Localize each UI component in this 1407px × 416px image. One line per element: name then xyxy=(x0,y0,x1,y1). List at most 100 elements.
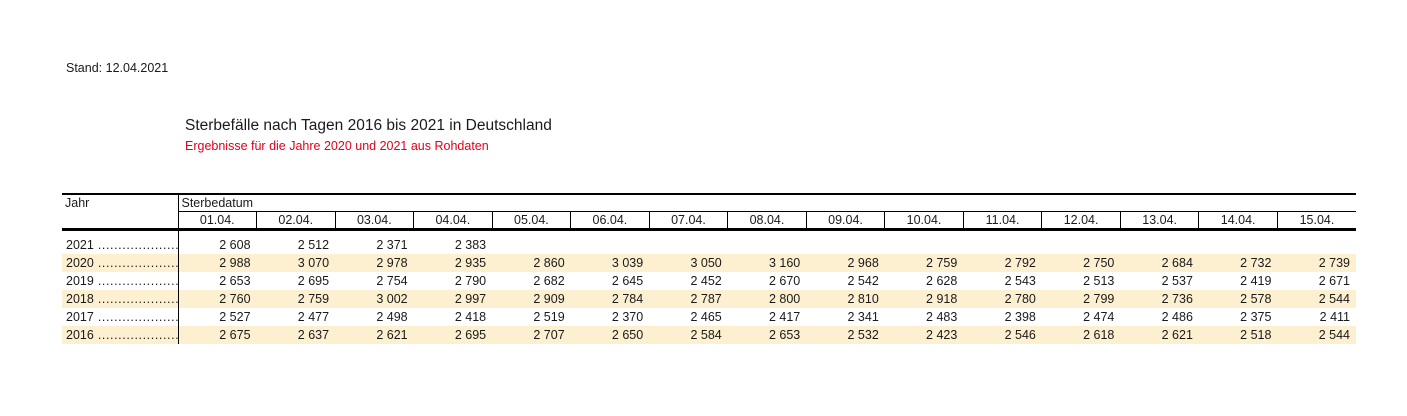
value-cell: 2 618 xyxy=(1083,328,1115,342)
value-cell: 2 544 xyxy=(1318,292,1350,306)
value-cell: 2 578 xyxy=(1240,292,1272,306)
value-cell: 2 650 xyxy=(611,328,644,342)
value-cell xyxy=(1199,236,1278,254)
year-cell: 2016.................... xyxy=(62,326,179,344)
value-cell: 2 790 xyxy=(454,274,487,288)
table-header: Jahr Sterbedatum 01.04. 02.04. 03.04. 04.04… xyxy=(62,194,1356,231)
value-cell: 2 423 xyxy=(926,328,958,342)
value-cell: 2 465 xyxy=(690,310,722,324)
table-row-2020: 2020.................... 2 988 3 070 2 978 2… xyxy=(62,254,1356,272)
value-cell: 3 039 xyxy=(611,256,644,270)
value-cell: 2 918 xyxy=(926,292,958,306)
value-cell: 2 988 xyxy=(219,256,251,270)
value-cell: 2 997 xyxy=(454,292,487,306)
value-cell: 2 800 xyxy=(768,292,801,306)
value-cell: 2 417 xyxy=(768,310,801,324)
value-cell: 2 527 xyxy=(219,310,251,324)
leader-dots: .................... xyxy=(97,292,178,306)
value-cell: 2 754 xyxy=(376,274,408,288)
date-column-header: 10.04. xyxy=(884,211,964,231)
value-cell: 2 653 xyxy=(768,328,801,342)
value-cell: 3 050 xyxy=(690,256,722,270)
value-cell: 2 682 xyxy=(533,274,565,288)
value-cell: 2 341 xyxy=(847,310,879,324)
table-body: 2021.................... 2 608 2 512 2 371 2… xyxy=(62,229,1356,344)
date-column-header: 15.04. xyxy=(1277,211,1356,231)
value-cell xyxy=(649,236,728,254)
value-cell: 2 546 xyxy=(1004,328,1036,342)
value-cell: 2 419 xyxy=(1240,274,1272,288)
year-label: 2021 xyxy=(66,238,94,252)
value-cell: 2 544 xyxy=(1318,328,1350,342)
value-cell: 2 935 xyxy=(454,256,487,270)
year-cell: 2017.................... xyxy=(62,308,179,326)
date-column-header: 09.04. xyxy=(806,211,886,231)
value-cell: 2 513 xyxy=(1083,274,1115,288)
value-cell xyxy=(492,236,571,254)
date-header-row: 01.04. 02.04. 03.04. 04.04. 05.04. 06.04. 07.0… xyxy=(62,211,1356,231)
leader-dots: .................... xyxy=(97,328,178,342)
value-cell: 2 383 xyxy=(454,238,487,252)
page-subtitle: Ergebnisse für die Jahre 2020 und 2021 a… xyxy=(185,139,489,153)
year-cell: 2021.................... xyxy=(62,236,179,254)
value-cell: 2 759 xyxy=(297,292,330,306)
table-row-2019: 2019.................... 2 653 2 695 2 754 2… xyxy=(62,272,1356,290)
spacer-cell xyxy=(62,229,179,236)
value-cell: 2 695 xyxy=(454,328,487,342)
value-cell: 2 787 xyxy=(690,292,722,306)
spacer-cell xyxy=(178,229,1356,236)
value-cell: 2 370 xyxy=(611,310,644,324)
value-cell: 2 452 xyxy=(690,274,722,288)
date-column-header: 08.04. xyxy=(727,211,807,231)
value-cell: 2 707 xyxy=(533,328,565,342)
value-cell: 2 477 xyxy=(297,310,330,324)
date-column-header: 03.04. xyxy=(335,211,415,231)
date-column-header: 05.04. xyxy=(492,211,572,231)
year-cell: 2020.................... xyxy=(62,254,179,272)
value-cell: 2 398 xyxy=(1004,310,1036,324)
value-cell: 2 739 xyxy=(1318,256,1350,270)
year-label: 2019 xyxy=(66,274,94,288)
date-column-header: 04.04. xyxy=(413,211,493,231)
value-cell xyxy=(571,236,650,254)
date-column-header: 02.04. xyxy=(256,211,336,231)
value-cell xyxy=(963,236,1042,254)
value-cell: 2 671 xyxy=(1318,274,1350,288)
value-cell: 2 759 xyxy=(926,256,958,270)
value-cell: 3 002 xyxy=(376,292,408,306)
value-cell: 2 498 xyxy=(376,310,408,324)
value-cell: 2 418 xyxy=(454,310,487,324)
year-label: 2018 xyxy=(66,292,94,306)
value-cell: 2 621 xyxy=(1161,328,1193,342)
date-column-header: 11.04. xyxy=(963,211,1043,231)
value-cell: 2 518 xyxy=(1240,328,1272,342)
value-cell: 2 968 xyxy=(847,256,879,270)
table-row-2017: 2017.................... 2 527 2 477 2 498 2… xyxy=(62,308,1356,326)
date-column-header: 12.04. xyxy=(1041,211,1121,231)
value-cell: 2 519 xyxy=(533,310,565,324)
value-cell: 2 780 xyxy=(1004,292,1036,306)
value-cell: 2 810 xyxy=(847,292,879,306)
value-cell xyxy=(1277,236,1356,254)
date-column-header: 01.04. xyxy=(178,211,258,231)
value-cell: 2 799 xyxy=(1083,292,1115,306)
page-title: Sterbefälle nach Tagen 2016 bis 2021 in … xyxy=(185,117,552,134)
year-label: 2020 xyxy=(66,256,94,270)
date-column-header: 13.04. xyxy=(1120,211,1200,231)
value-cell: 2 645 xyxy=(611,274,644,288)
value-cell: 2 637 xyxy=(297,328,330,342)
value-cell: 2 695 xyxy=(297,274,330,288)
sterbedatum-group-header: Sterbedatum xyxy=(178,194,1356,212)
value-cell: 2 532 xyxy=(847,328,879,342)
value-cell: 2 542 xyxy=(847,274,879,288)
table-row-2016: 2016.................... 2 675 2 637 2 621 2… xyxy=(62,326,1356,344)
value-cell: 2 375 xyxy=(1240,310,1272,324)
value-cell: 2 486 xyxy=(1161,310,1193,324)
value-cell xyxy=(806,236,885,254)
deaths-by-day-table: Jahr Sterbedatum 01.04. 02.04. 03.04. 04.04… xyxy=(62,193,1356,344)
value-cell: 2 684 xyxy=(1161,256,1193,270)
value-cell: 2 543 xyxy=(1004,274,1036,288)
leader-dots: .................... xyxy=(97,274,178,288)
value-cell: 2 784 xyxy=(611,292,644,306)
